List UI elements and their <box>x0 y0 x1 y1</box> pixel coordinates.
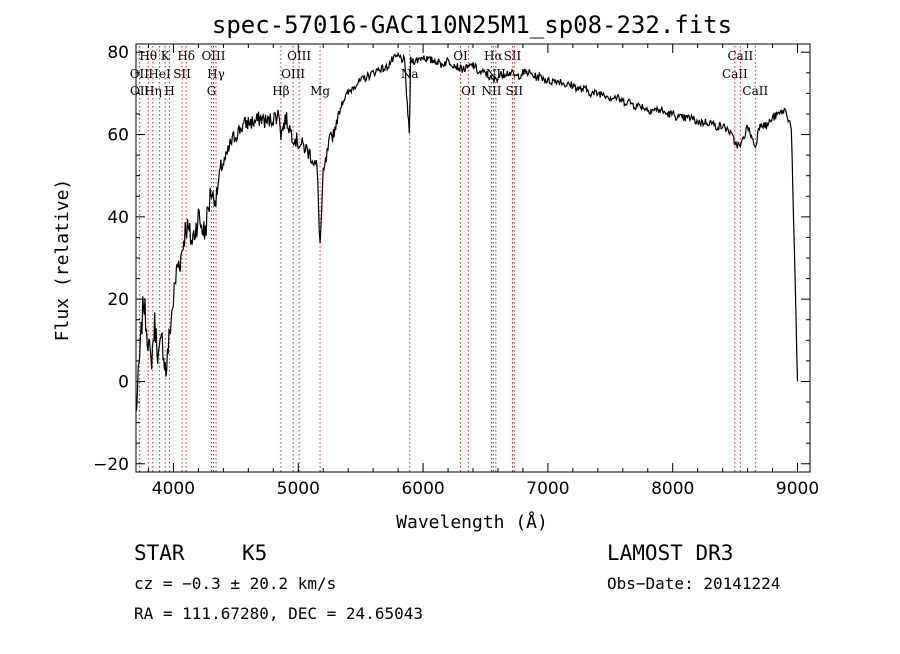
x-tick-label: 7000 <box>526 479 569 499</box>
line-marker-label: G <box>207 84 217 98</box>
coordinates: RA = 111.67280, DEC = 24.65043 <box>134 604 423 623</box>
line-marker-label: Hη <box>144 84 162 98</box>
x-tick-label: 5000 <box>277 479 320 499</box>
y-tick-label: 40 <box>107 208 129 228</box>
object-class: STAR <box>134 541 185 565</box>
line-marker-label: HeI <box>148 67 171 81</box>
line-marker-label: H <box>164 84 174 98</box>
line-marker-label: Mg <box>310 84 330 98</box>
y-tick-label: 60 <box>107 126 129 146</box>
line-marker-label: CaII <box>722 67 748 81</box>
y-axis-label: Flux (relative) <box>52 179 73 342</box>
line-marker-label: OIII <box>201 49 225 63</box>
line-marker-label: Hβ <box>272 84 289 98</box>
obs-date: Obs−Date: 20141224 <box>607 574 780 593</box>
x-tick-label: 8000 <box>651 479 694 499</box>
line-marker-label: SII <box>504 49 522 63</box>
line-marker-label: Hδ <box>177 49 195 63</box>
y-tick-label: 0 <box>118 372 129 392</box>
line-marker-label: OIII <box>287 49 311 63</box>
y-tick-label: 20 <box>107 290 129 310</box>
line-marker-label: Hγ <box>207 67 225 81</box>
y-tick-label: −20 <box>93 455 129 475</box>
line-marker-label: OIII <box>281 67 305 81</box>
x-tick-label: 4000 <box>152 479 195 499</box>
plot-frame <box>135 43 811 473</box>
axis-ticks: 4000 5000 6000 7000 8000 9000 −20 0 20 40 60 80 <box>93 43 819 499</box>
line-marker-label: NII <box>486 67 506 81</box>
redshift-readout: cz = −0.3 ± 20.2 km/s <box>134 574 336 593</box>
line-marker-label: SII <box>173 67 191 81</box>
line-marker-label: OII <box>130 84 150 98</box>
chart-title: spec-57016-GAC110N25M1_sp08-232.fits <box>212 11 732 39</box>
line-marker-label: CaII <box>742 84 768 98</box>
line-marker-label: CaII <box>727 49 753 63</box>
line-marker-label: SII <box>505 84 523 98</box>
survey-name: LAMOST DR3 <box>607 541 733 565</box>
flux-series-line <box>135 51 799 412</box>
line-marker-label: OI <box>461 84 476 98</box>
line-marker-label: Hθ <box>139 49 157 63</box>
line-marker-label: NII <box>481 84 501 98</box>
object-subclass: K5 <box>242 541 267 565</box>
x-tick-label: 6000 <box>401 479 444 499</box>
y-tick-label: 80 <box>107 43 129 63</box>
line-marker-label: K <box>161 49 171 63</box>
line-marker-label: OI <box>453 49 468 63</box>
line-marker-label: Hα <box>484 49 503 63</box>
x-tick-label: 9000 <box>776 479 819 499</box>
x-axis-label: Wavelength (Å) <box>396 511 548 533</box>
